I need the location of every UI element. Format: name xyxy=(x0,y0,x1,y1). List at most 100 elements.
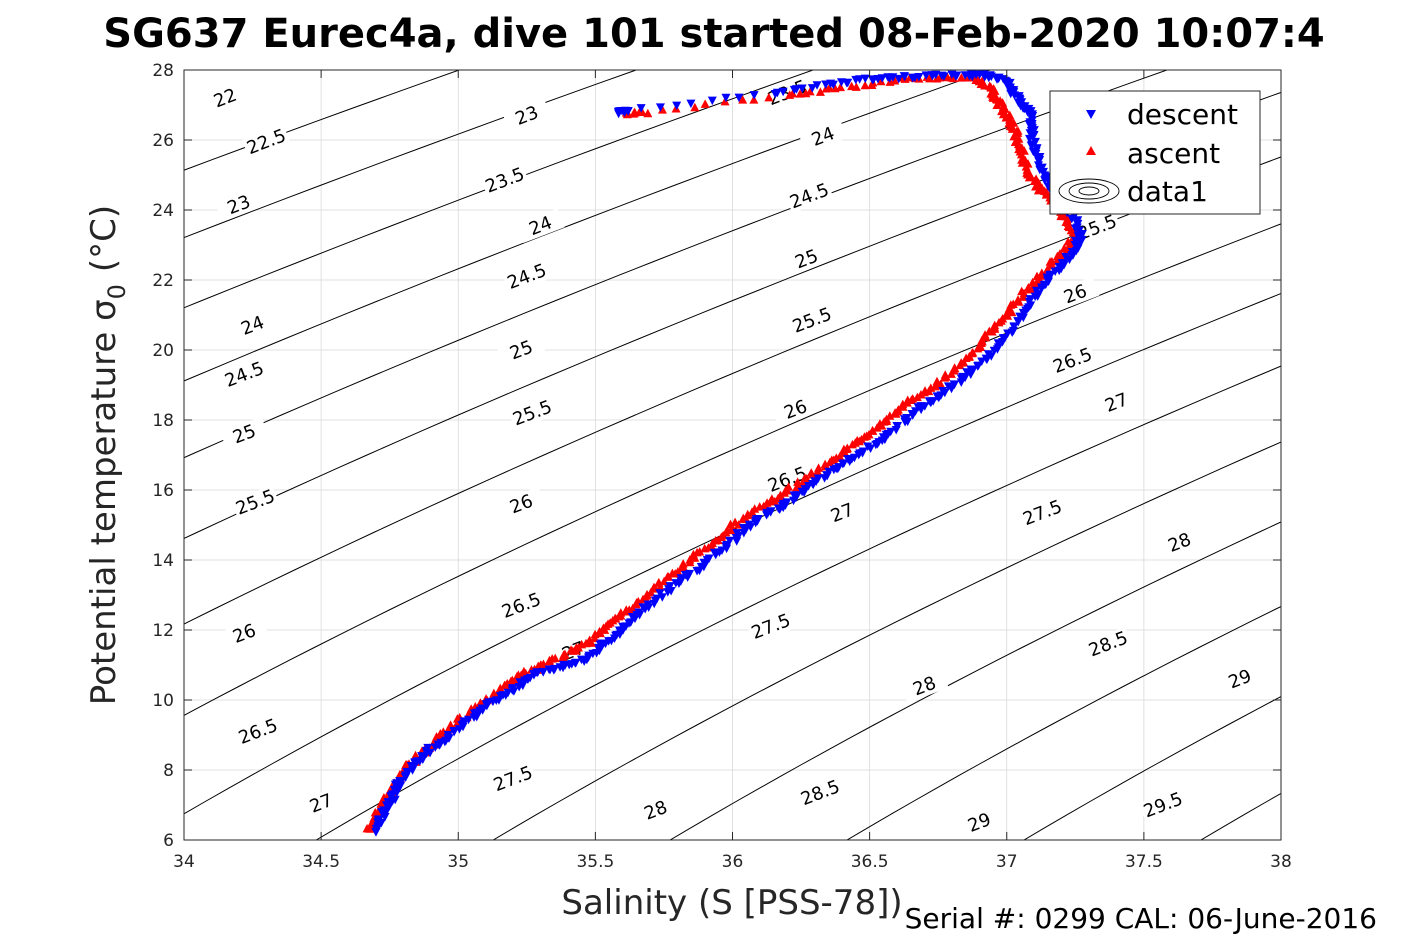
serial-footer: Serial #: 0299 CAL: 06-June-2016 xyxy=(905,902,1377,935)
ascent-point xyxy=(738,95,748,104)
ascent-point xyxy=(977,76,987,85)
descent-point xyxy=(402,767,412,777)
ascent-point xyxy=(836,82,846,92)
legend-ascent-label: ascent xyxy=(1127,137,1220,170)
descent-point xyxy=(717,546,727,555)
descent-point xyxy=(1030,137,1040,147)
legend-box xyxy=(1049,90,1261,215)
ascent-point xyxy=(992,100,1002,110)
ascent-point xyxy=(785,90,795,99)
ascent-point xyxy=(1031,174,1041,183)
ascent-point xyxy=(1032,271,1042,281)
descent-point xyxy=(1046,270,1056,280)
y-tick-label: 20 xyxy=(152,341,174,361)
descent-point xyxy=(672,101,682,111)
ascent-point xyxy=(550,653,560,663)
descent-point xyxy=(921,71,931,80)
descent-point xyxy=(753,514,763,524)
ascent-point xyxy=(1028,277,1038,287)
descent-point xyxy=(721,93,731,103)
x-axis-label: Salinity (S [PSS-78]) xyxy=(561,883,902,923)
density-contour-line xyxy=(184,292,1281,815)
ascent-point xyxy=(950,363,960,373)
contour-label-bg xyxy=(233,714,283,749)
descent-point xyxy=(992,75,1002,84)
descent-point xyxy=(417,752,427,761)
ascent-point xyxy=(662,572,672,581)
x-tick-label: 36.5 xyxy=(851,852,889,872)
descent-point xyxy=(938,387,948,396)
ascent-point xyxy=(800,473,810,482)
ascent-point xyxy=(977,335,987,345)
ascent-point xyxy=(959,358,969,367)
density-contour-line xyxy=(184,70,991,382)
descent-point xyxy=(937,71,947,81)
descent-point xyxy=(1008,326,1018,336)
descent-point xyxy=(636,104,646,113)
ascent-point xyxy=(980,330,990,339)
x-tick-label: 34 xyxy=(173,852,195,872)
density-contour-line xyxy=(184,70,637,239)
ascent-point xyxy=(801,88,811,98)
y-tick-label: 18 xyxy=(152,411,174,431)
contour-label-bg xyxy=(220,357,269,392)
y-axis-label-subscript: 0 xyxy=(103,284,131,299)
ascent-point xyxy=(621,605,631,614)
ascent-point xyxy=(649,582,659,592)
contour-label-bg xyxy=(242,124,291,159)
descent-point xyxy=(744,520,754,530)
y-axis-label: Potential temperature σ0 (°C) xyxy=(84,205,131,705)
ascent-point xyxy=(990,320,1000,330)
contour-label-bg xyxy=(201,80,250,116)
density-contour-line xyxy=(669,521,1281,840)
descent-point xyxy=(734,93,744,103)
contour-label-bg xyxy=(763,462,812,497)
ascent-point xyxy=(1017,286,1027,296)
legend[interactable]: descent ascent data1 xyxy=(1049,90,1261,215)
ascent-point xyxy=(519,666,529,676)
ascent-point xyxy=(700,99,710,108)
descent-point xyxy=(1009,322,1019,331)
ascent-point xyxy=(893,405,903,414)
ascent-point xyxy=(932,376,942,386)
ascent-point xyxy=(411,750,421,760)
ascent-point xyxy=(1013,295,1023,304)
contour-label-bg xyxy=(771,392,820,427)
descent-point xyxy=(928,397,938,406)
descent-point xyxy=(1032,144,1042,153)
descent-point xyxy=(1033,161,1043,170)
ascent-point xyxy=(984,326,994,336)
descent-point xyxy=(449,726,459,736)
density-contour-line xyxy=(184,70,814,309)
ascent-point xyxy=(821,84,831,93)
descent-point xyxy=(655,589,665,598)
contour-label-bg xyxy=(1092,385,1141,420)
y-tick-label: 22 xyxy=(152,271,174,291)
descent-point xyxy=(894,74,904,84)
ascent-point xyxy=(646,587,656,597)
axis-ticks: 34 34.5 35 35.5 36 36.5 37 37.5 38 6 8 10 12 14 16 18 20… xyxy=(152,61,1291,872)
contour-label-bg xyxy=(785,178,834,214)
contour-label-bg xyxy=(488,761,538,796)
ascent-point xyxy=(678,559,688,568)
descent-point xyxy=(789,85,799,95)
y-tick-label: 14 xyxy=(152,551,174,571)
descent-point xyxy=(851,75,861,85)
descent-point xyxy=(671,579,681,588)
ascent-point xyxy=(720,96,730,106)
contour-label-bg xyxy=(502,98,551,133)
contour-label-bg xyxy=(508,395,557,431)
x-tick-label: 34.5 xyxy=(302,852,340,872)
contour-label-bg xyxy=(1215,661,1264,697)
descent-point xyxy=(927,71,937,80)
y-tick-label: 6 xyxy=(163,831,174,851)
descent-point xyxy=(626,618,636,627)
ascent-point xyxy=(738,513,748,523)
contour-label-bg xyxy=(502,259,551,294)
contour-label-bg xyxy=(214,187,263,222)
descent-point xyxy=(943,382,953,391)
descent-point xyxy=(812,81,822,90)
descent-point xyxy=(707,96,717,106)
descent-point xyxy=(704,554,714,563)
ascent-point xyxy=(986,89,996,98)
